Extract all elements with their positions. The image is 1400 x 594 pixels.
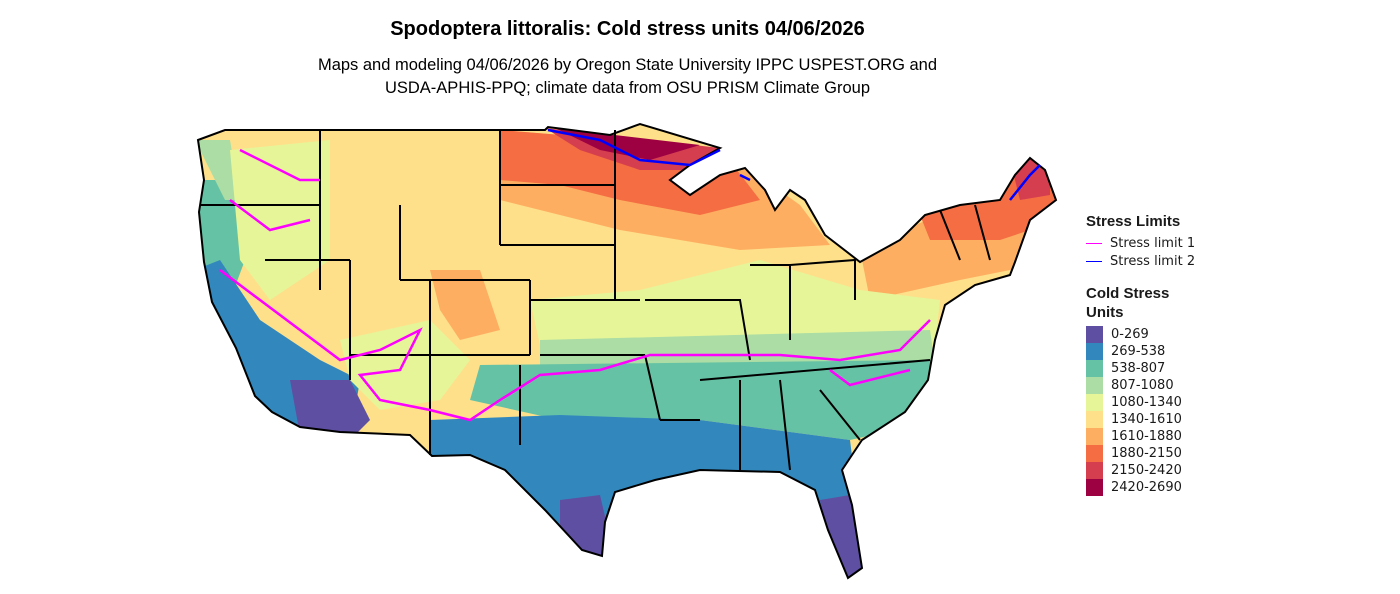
class-label: 269-538 [1111, 344, 1166, 359]
class-269-538-gulf [430, 415, 870, 578]
state-borders [197, 123, 1057, 579]
class-swatch [1086, 411, 1103, 428]
legend-class-269-538: 269-538 [1086, 343, 1195, 360]
legend-class-807-1080: 807-1080 [1086, 377, 1195, 394]
subtitle-line-2: USDA-APHIS-PPQ; climate data from OSU PR… [384, 79, 871, 97]
legend: Stress Limits Stress limit 1 Stress limi… [1086, 212, 1195, 496]
legend-stress-limit-1: Stress limit 1 [1086, 234, 1195, 252]
class-2420-2690-arrowhead [555, 128, 700, 160]
subtitle-line-1: Maps and modeling 04/06/2026 by Oregon S… [317, 56, 938, 74]
cold-stress-raster [198, 124, 1056, 578]
legend-class-2420-2690: 2420-2690 [1086, 479, 1195, 496]
units-title-line-2: Units [1086, 304, 1124, 321]
class-label: 2150-2420 [1111, 463, 1182, 478]
legend-class-1880-2150: 1880-2150 [1086, 445, 1195, 462]
map-title: Spodoptera littoralis: Cold stress units… [390, 18, 865, 40]
class-label: 2420-2690 [1111, 480, 1182, 495]
class-swatch [1086, 479, 1103, 496]
class-1610-1880-colorado [430, 270, 500, 340]
class-807-1080-washington [198, 140, 240, 200]
legend-classes: 0-269 269-538 538-807 807-1080 1080-1340 1340… [1086, 326, 1195, 496]
stress-limit-2-label: Stress limit 2 [1110, 253, 1196, 269]
class-swatch [1086, 394, 1103, 411]
legend-class-1080-1340: 1080-1340 [1086, 394, 1195, 411]
class-0-269-south-texas [560, 495, 620, 578]
class-label: 538-807 [1111, 361, 1166, 376]
class-swatch [1086, 377, 1103, 394]
class-swatch [1086, 360, 1103, 377]
class-1080-1340-central [530, 260, 940, 355]
class-label: 1610-1880 [1111, 429, 1182, 444]
class-swatch [1086, 462, 1103, 479]
legend-class-1340-1610: 1340-1610 [1086, 411, 1195, 428]
units-title-line-1: Cold Stress [1086, 285, 1170, 302]
stress-limit-1-label: Stress limit 1 [1110, 235, 1196, 251]
class-label: 1080-1340 [1111, 395, 1182, 410]
stress-limit-1-line [219, 148, 931, 422]
stress-limit-2-line [547, 128, 1041, 201]
legend-class-538-807: 538-807 [1086, 360, 1195, 377]
legend-class-1610-1880: 1610-1880 [1086, 428, 1195, 445]
class-0-269-florida [820, 495, 870, 578]
class-label: 807-1080 [1111, 378, 1174, 393]
legend-class-0-269: 0-269 [1086, 326, 1195, 343]
class-label: 1340-1610 [1111, 412, 1182, 427]
class-0-269-desert [290, 380, 370, 440]
legend-stress-limit-2: Stress limit 2 [1086, 252, 1195, 270]
stress-limits-title: Stress Limits [1086, 213, 1181, 230]
stress-limit-1-swatch [1086, 242, 1102, 244]
class-label: 1880-2150 [1111, 446, 1182, 461]
class-swatch [1086, 428, 1103, 445]
stress-limit-2-swatch [1086, 260, 1102, 262]
class-1080-1340-southwest [340, 320, 470, 410]
cold-stress-units-title: Cold Stress Units [1086, 284, 1195, 322]
map-subtitle: Maps and modeling 04/06/2026 by Oregon S… [0, 54, 1255, 100]
class-swatch [1086, 326, 1103, 343]
class-label: 0-269 [1111, 327, 1149, 342]
class-swatch [1086, 445, 1103, 462]
class-swatch [1086, 343, 1103, 360]
legend-class-2150-2420: 2150-2420 [1086, 462, 1195, 479]
